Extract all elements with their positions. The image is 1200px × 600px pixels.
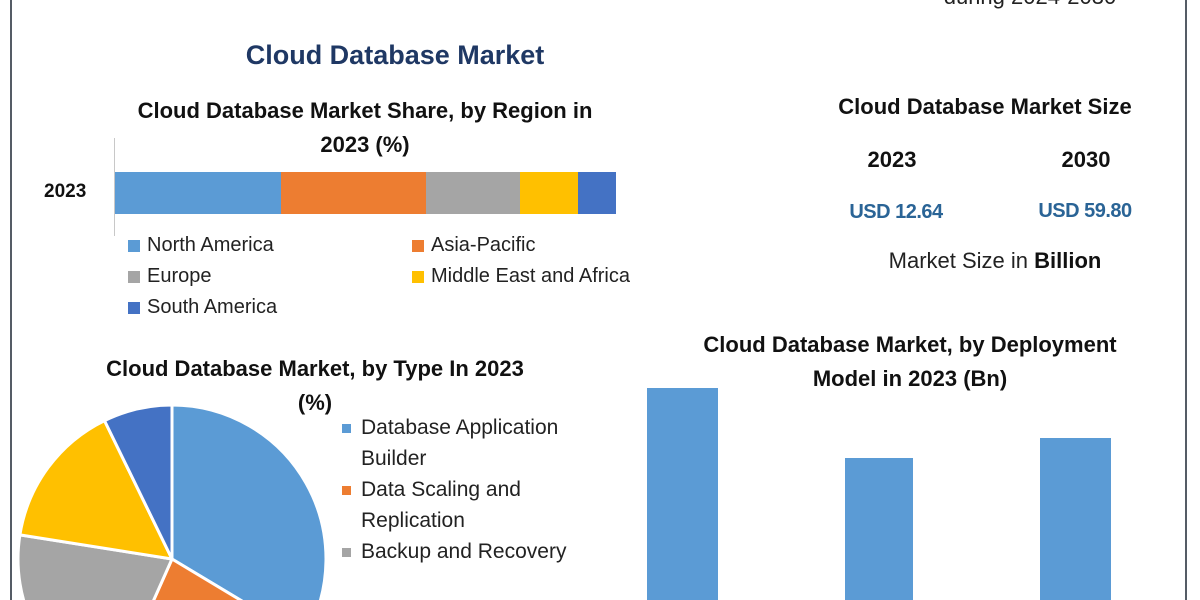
legend-label: North America — [147, 234, 274, 256]
legend-swatch-icon — [412, 270, 424, 283]
bar-segment-europe — [426, 172, 520, 214]
pie-slice-backup-recovery — [16, 533, 174, 600]
legend-item-database-application-builder: Database Application Builder — [342, 412, 602, 474]
legend-label: Backup and Recovery — [361, 540, 567, 563]
deployment-chart-title-line1: Cloud Database Market, by Deployment — [703, 332, 1117, 357]
region-chart-title-line2: 2023 (%) — [320, 132, 410, 157]
legend-item-middle-east-africa: Middle East and Africa — [412, 265, 630, 288]
type-chart-title-line2: (%) — [297, 390, 333, 415]
deployment-bar-1 — [647, 388, 718, 600]
legend-item-south-america: South America — [128, 296, 277, 319]
legend-label: Database Application Builder — [361, 412, 558, 474]
legend-label: South America — [147, 296, 278, 318]
deployment-chart-title: Cloud Database Market, by Deployment Mod… — [660, 328, 1160, 396]
market-size-title: Cloud Database Market Size — [838, 94, 1132, 119]
legend-swatch-icon — [128, 301, 140, 314]
legend-swatch-icon — [342, 548, 351, 557]
legend-swatch-icon — [128, 270, 140, 283]
pie-slice-dark-blue — [103, 403, 174, 561]
deployment-bar-3 — [1040, 438, 1111, 600]
bar-segment-asia-pacific — [281, 172, 426, 214]
year-2023-label: 2023 — [867, 147, 917, 172]
legend-label-line2: Builder — [361, 447, 427, 470]
legend-swatch-icon — [412, 239, 424, 252]
cut-off-subtitle: during 2024-2030 — [900, 0, 1160, 10]
region-chart-category-label: 2023 — [44, 181, 87, 202]
region-chart-title: Cloud Database Market Share, by Region i… — [105, 94, 625, 162]
type-chart-title: Cloud Database Market, by Type In 2023 (… — [70, 352, 560, 420]
frame-left-border — [10, 0, 12, 600]
region-chart-axis — [114, 138, 115, 236]
type-chart-title-line1: Cloud Database Market, by Type In 2023 — [106, 356, 524, 381]
legend-swatch-icon — [342, 486, 351, 495]
legend-label-line2: Replication — [361, 509, 465, 532]
legend-label-line1: Database Application — [361, 416, 559, 439]
frame-right-border — [1185, 0, 1187, 600]
value-2023: USD 12.64 — [849, 201, 943, 223]
market-size-note-prefix: Market Size in — [888, 248, 1035, 273]
legend-label: Asia-Pacific — [431, 234, 536, 256]
legend-item-data-scaling-replication: Data Scaling and Replication — [342, 474, 602, 536]
page-title: Cloud Database Market — [245, 40, 545, 70]
legend-label-line1: Data Scaling and — [361, 478, 521, 501]
year-2030-label: 2030 — [1061, 147, 1111, 172]
region-stacked-bar — [115, 172, 618, 214]
legend-label: Middle East and Africa — [431, 265, 630, 287]
legend-swatch-icon — [128, 239, 140, 252]
legend-item-asia-pacific: Asia-Pacific — [412, 234, 535, 257]
bar-segment-north-america — [115, 172, 281, 214]
type-chart-legend: Database Application Builder Data Scalin… — [342, 412, 602, 567]
legend-item-backup-recovery: Backup and Recovery — [342, 536, 602, 567]
legend-swatch-icon — [342, 424, 351, 433]
bar-segment-south-america — [578, 172, 616, 214]
market-size-note-unit: Billion — [1034, 248, 1102, 273]
legend-label: Europe — [147, 265, 212, 287]
pie-slice-yellow — [18, 419, 174, 561]
legend-label: Data Scaling and Replication — [361, 474, 521, 536]
deployment-bar-2 — [845, 458, 913, 600]
region-chart-title-line1: Cloud Database Market Share, by Region i… — [137, 98, 593, 123]
value-2030: USD 59.80 — [1038, 200, 1132, 222]
market-size-note: Market Size in Billion — [840, 248, 1150, 274]
deployment-chart-title-line2: Model in 2023 (Bn) — [812, 366, 1008, 391]
legend-item-north-america: North America — [128, 234, 274, 257]
pie-slice-database-application-builder — [170, 403, 328, 600]
legend-item-europe: Europe — [128, 265, 212, 288]
bar-segment-middle-east-africa — [520, 172, 578, 214]
pie-slice-data-scaling-replication — [152, 557, 244, 600]
